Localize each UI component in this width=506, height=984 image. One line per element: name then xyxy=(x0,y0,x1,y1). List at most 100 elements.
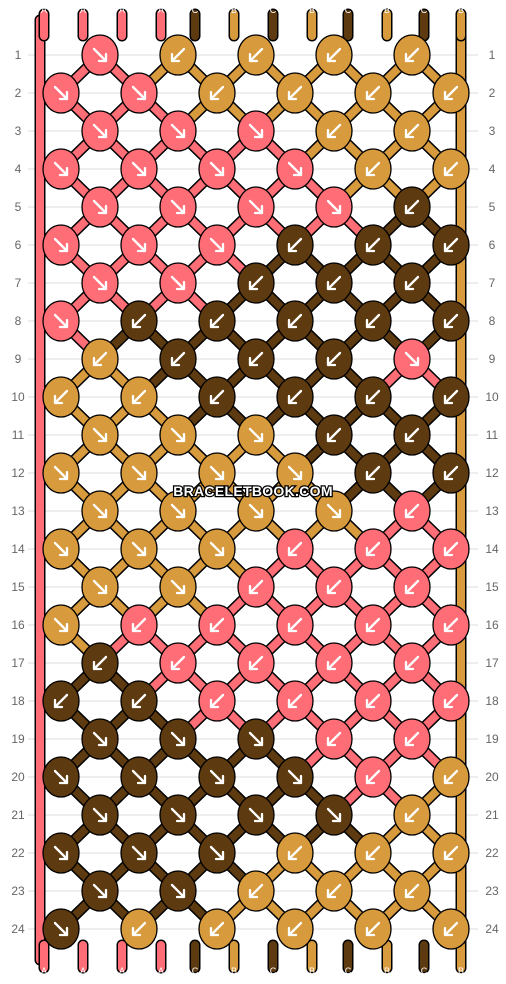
arrow-down-left-icon xyxy=(443,161,459,177)
row-label-left: 14 xyxy=(11,542,25,556)
arrow-down-left-icon xyxy=(404,199,420,215)
string-label-bottom: C xyxy=(345,966,352,976)
arrow-down-left-icon xyxy=(404,47,420,63)
row-label-right: 2 xyxy=(489,86,496,100)
arrow-down-left-icon xyxy=(170,351,186,367)
arrow-down-left-icon xyxy=(326,655,342,671)
row-label-right: 21 xyxy=(485,808,499,822)
arrow-down-right-icon xyxy=(170,123,186,139)
string-label-bottom: C xyxy=(421,966,428,976)
row-label-right: 16 xyxy=(485,618,499,632)
row-label-left: 21 xyxy=(11,808,25,822)
arrow-down-right-icon xyxy=(92,503,108,519)
arrow-down-right-icon xyxy=(53,465,69,481)
row-label-right: 7 xyxy=(489,276,496,290)
string-label-top: C xyxy=(270,5,277,15)
arrow-down-left-icon xyxy=(326,427,342,443)
row-label-left: 4 xyxy=(15,162,22,176)
arrow-down-left-icon xyxy=(53,693,69,709)
arrow-down-left-icon xyxy=(365,693,381,709)
arrow-down-right-icon xyxy=(92,427,108,443)
arrow-down-left-icon xyxy=(326,351,342,367)
string-label-top: A xyxy=(119,5,125,15)
arrow-down-right-icon xyxy=(170,503,186,519)
arrow-down-left-icon xyxy=(404,883,420,899)
arrow-down-left-icon xyxy=(326,123,342,139)
arrow-down-left-icon xyxy=(443,769,459,785)
row-label-right: 22 xyxy=(485,846,499,860)
arrow-down-left-icon xyxy=(443,237,459,253)
row-label-right: 4 xyxy=(489,162,496,176)
row-label-right: 19 xyxy=(485,732,499,746)
arrow-down-left-icon xyxy=(365,465,381,481)
arrow-down-left-icon xyxy=(443,313,459,329)
arrow-down-right-icon xyxy=(53,237,69,253)
arrow-down-right-icon xyxy=(326,199,342,215)
arrow-down-left-icon xyxy=(404,427,420,443)
row-label-left: 2 xyxy=(15,86,22,100)
arrow-down-left-icon xyxy=(248,883,264,899)
arrow-down-right-icon xyxy=(209,845,225,861)
arrow-down-right-icon xyxy=(53,617,69,633)
string-label-top: B xyxy=(231,5,237,15)
arrow-down-left-icon xyxy=(287,541,303,557)
arrow-down-left-icon xyxy=(92,655,108,671)
arrow-down-right-icon xyxy=(209,237,225,253)
arrow-down-left-icon xyxy=(443,921,459,937)
arrow-down-left-icon xyxy=(404,275,420,291)
arrow-down-right-icon xyxy=(131,845,147,861)
row-label-right: 1 xyxy=(489,48,496,62)
arrow-down-right-icon xyxy=(170,275,186,291)
arrow-down-right-icon xyxy=(287,465,303,481)
arrow-down-left-icon xyxy=(326,579,342,595)
row-label-right: 12 xyxy=(485,466,499,480)
string-label-top: C xyxy=(192,5,199,15)
arrow-down-right-icon xyxy=(170,731,186,747)
string-label-bottom: A xyxy=(80,966,86,976)
string-label-top: C xyxy=(421,5,428,15)
arrow-down-left-icon xyxy=(287,693,303,709)
arrow-down-right-icon xyxy=(92,199,108,215)
row-label-left: 11 xyxy=(12,428,25,442)
arrow-down-left-icon xyxy=(248,47,264,63)
site-watermark: BRACELETBOOK.COM xyxy=(173,483,333,499)
row-label-left: 18 xyxy=(11,694,25,708)
row-label-left: 22 xyxy=(11,846,25,860)
string-label-top: A xyxy=(158,5,164,15)
arrow-down-left-icon xyxy=(209,693,225,709)
arrow-down-left-icon xyxy=(365,541,381,557)
row-label-right: 6 xyxy=(489,238,496,252)
arrow-down-left-icon xyxy=(404,503,420,519)
arrow-down-left-icon xyxy=(287,617,303,633)
arrow-down-right-icon xyxy=(53,313,69,329)
arrow-down-right-icon xyxy=(131,769,147,785)
string-label-top: B xyxy=(384,5,390,15)
row-label-left: 1 xyxy=(15,48,22,62)
row-label-right: 9 xyxy=(489,352,496,366)
arrow-down-left-icon xyxy=(209,389,225,405)
arrow-down-right-icon xyxy=(248,503,264,519)
arrow-down-right-icon xyxy=(92,47,108,63)
arrow-down-right-icon xyxy=(92,275,108,291)
string-label-top: C xyxy=(345,5,352,15)
string-label-bottom: B xyxy=(458,966,464,976)
arrow-down-left-icon xyxy=(365,237,381,253)
arrow-down-left-icon xyxy=(365,85,381,101)
arrow-down-right-icon xyxy=(170,883,186,899)
row-label-right: 20 xyxy=(485,770,499,784)
arrow-down-right-icon xyxy=(287,769,303,785)
arrow-down-right-icon xyxy=(92,883,108,899)
arrow-down-right-icon xyxy=(53,845,69,861)
arrow-down-right-icon xyxy=(92,123,108,139)
arrow-down-left-icon xyxy=(326,731,342,747)
arrow-down-left-icon xyxy=(248,275,264,291)
string-label-bottom: B xyxy=(231,966,237,976)
string-label-bottom: C xyxy=(270,966,277,976)
arrow-down-left-icon xyxy=(248,579,264,595)
arrow-down-left-icon xyxy=(209,85,225,101)
arrow-down-left-icon xyxy=(443,85,459,101)
arrow-down-left-icon xyxy=(443,617,459,633)
arrow-down-right-icon xyxy=(170,807,186,823)
string-label-bottom: B xyxy=(384,966,390,976)
